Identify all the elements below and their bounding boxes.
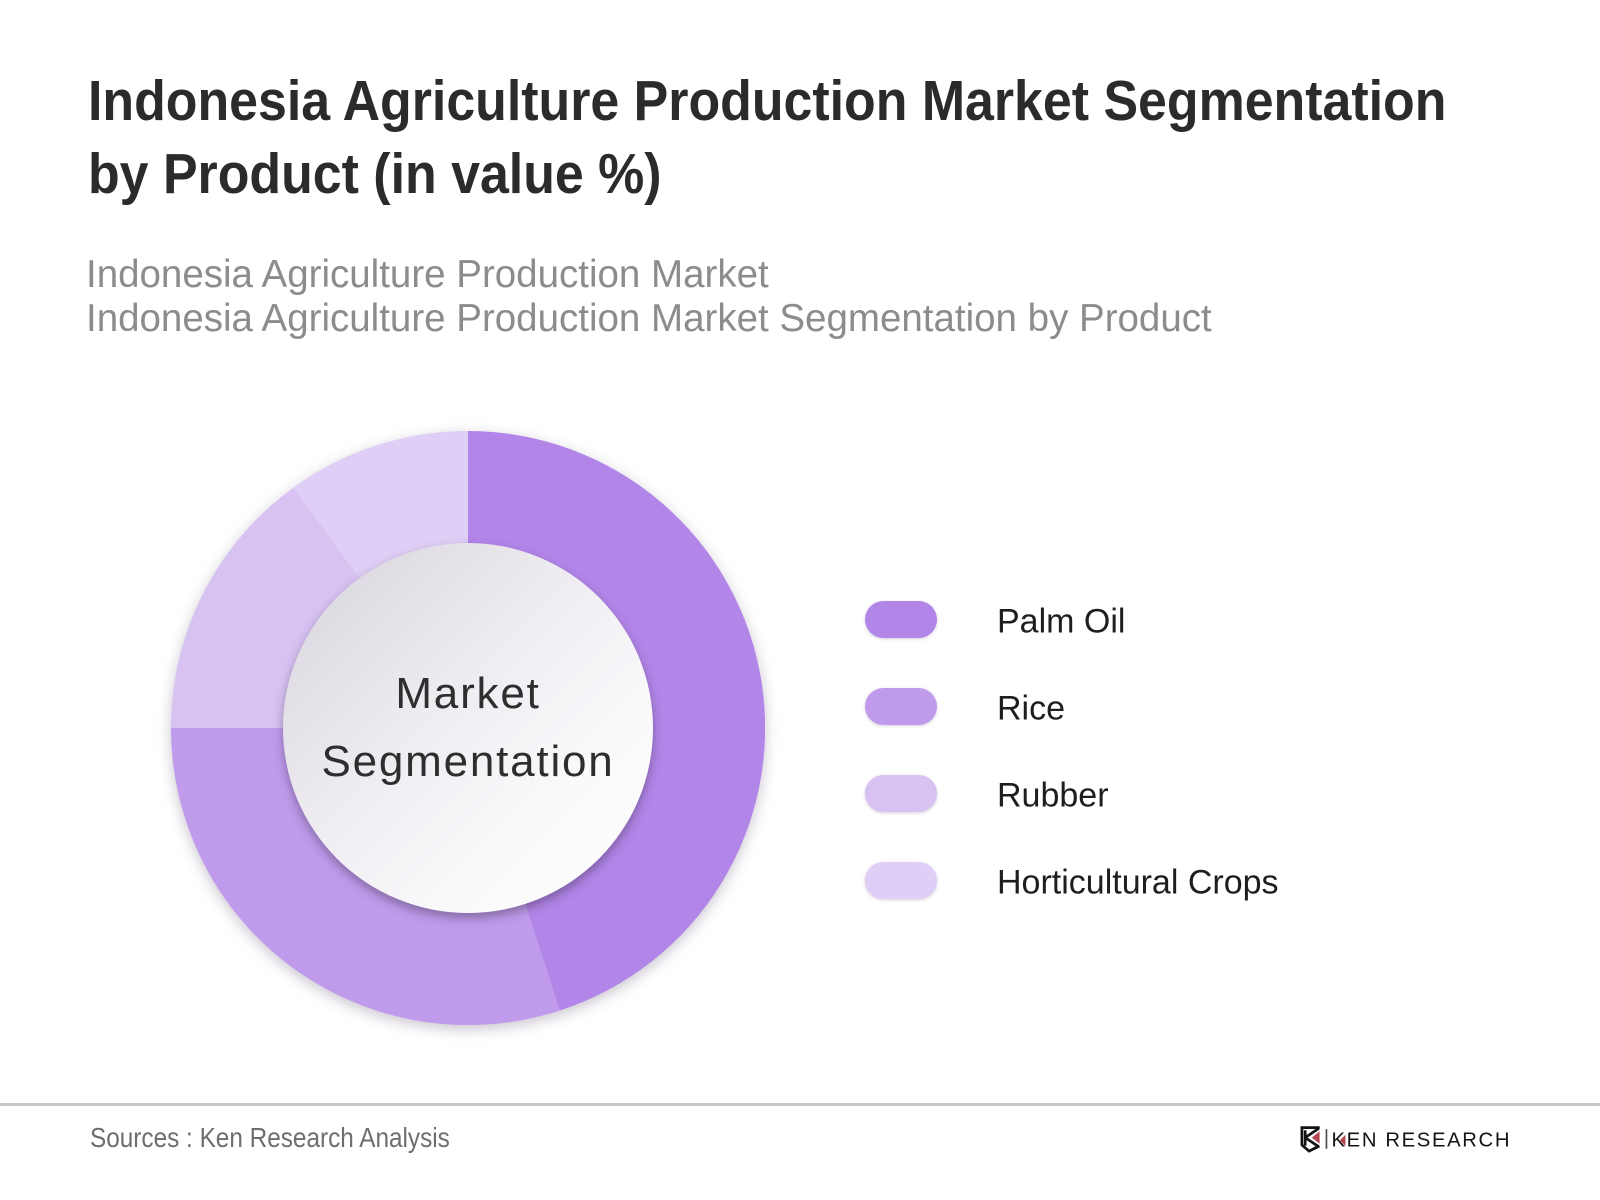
svg-text:KEN RESEARCH: KEN RESEARCH bbox=[1332, 1129, 1510, 1151]
